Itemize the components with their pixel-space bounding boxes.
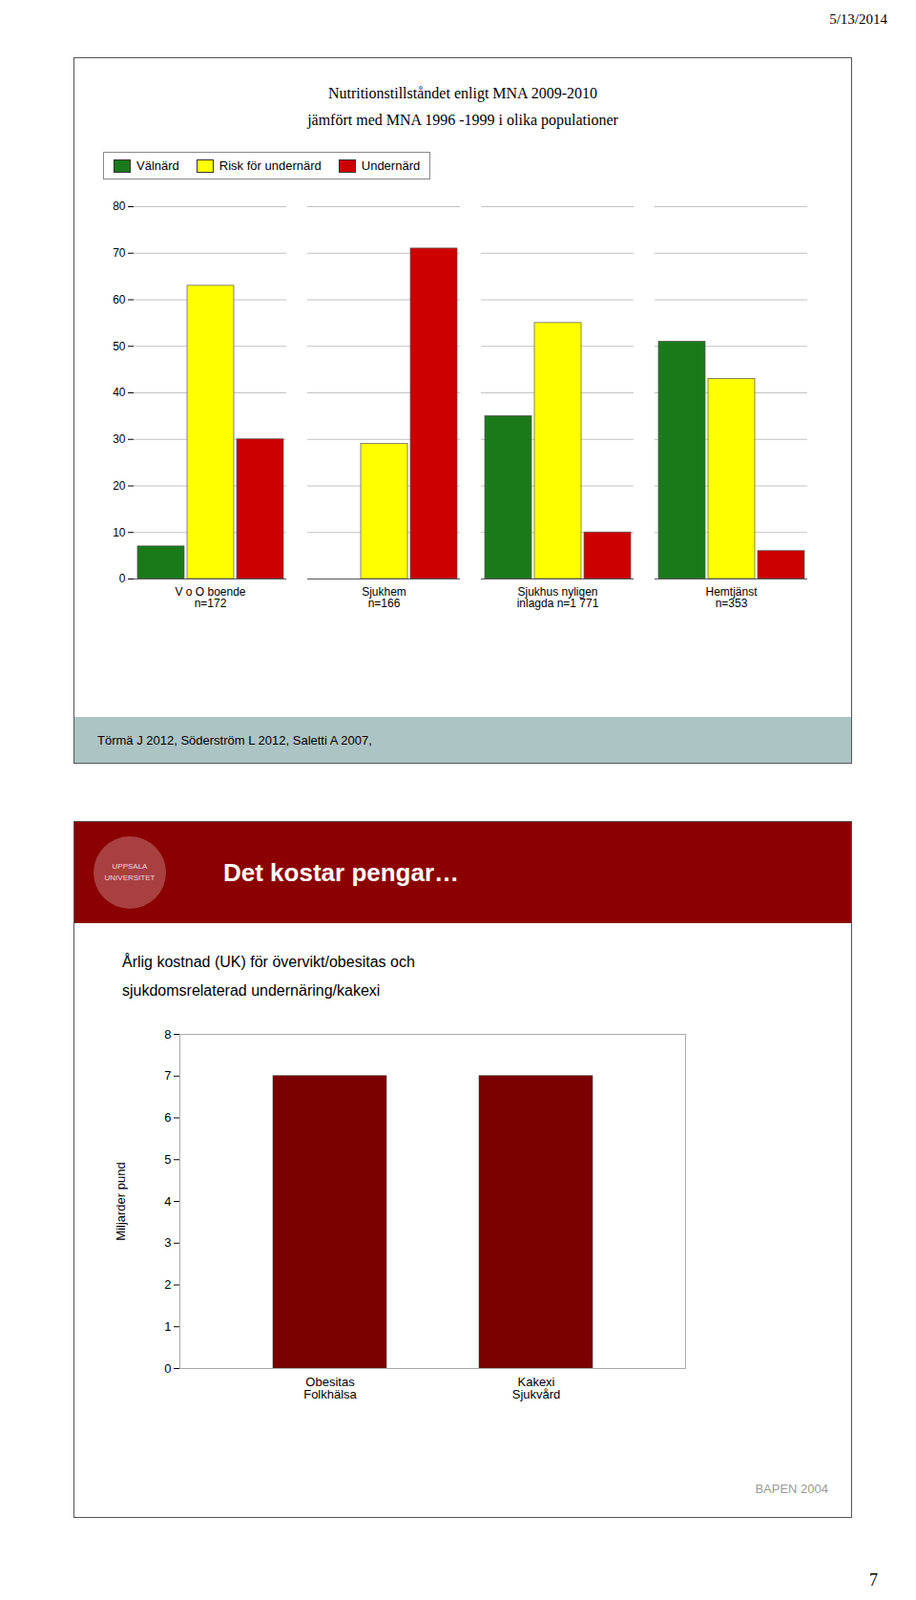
svg-text:Sjukhemn=166: Sjukhemn=166 <box>361 584 407 610</box>
svg-text:80: 80 <box>112 199 126 213</box>
html-text:7: 7 <box>869 1569 878 1589</box>
svg-text:0: 0 <box>119 571 126 585</box>
html-text:UNIVERSITET: UNIVERSITET <box>104 873 156 882</box>
html-text:jämfört med MNA 1996 -1999 i o: jämfört med MNA 1996 -1999 i olika popul… <box>307 111 619 128</box>
svg-text:Miljarder pund: Miljarder pund <box>113 1161 128 1240</box>
svg-text:20: 20 <box>112 478 126 493</box>
svg-text:5: 5 <box>164 1151 171 1166</box>
html-text:BAPEN 2004: BAPEN 2004 <box>755 1480 829 1496</box>
svg-text:3: 3 <box>164 1234 171 1250</box>
svg-text:ObesitasFolkhälsa: ObesitasFolkhälsa <box>303 1374 357 1401</box>
svg-text:10: 10 <box>112 525 126 540</box>
svg-text:6: 6 <box>164 1109 171 1125</box>
html-text:Årlig kostnad (UK) för övervik: Årlig kostnad (UK) för övervikt/obesitas… <box>122 953 415 999</box>
svg-text:70: 70 <box>112 246 126 260</box>
html-text:Törmä J 2012, Söderström L 201: Törmä J 2012, Söderström L 2012, Saletti… <box>97 732 373 747</box>
svg-text:50: 50 <box>112 339 126 354</box>
svg-text:Hemtjänstn=353: Hemtjänstn=353 <box>705 584 758 610</box>
html-text:Undernärd: Undernärd <box>361 158 421 173</box>
svg-text:Sjukhus nyligeninlagda n=1 771: Sjukhus nyligeninlagda n=1 771 <box>517 584 600 610</box>
html-text:Det kostar pengar…: Det kostar pengar… <box>223 857 460 886</box>
svg-text:V o O boenden=172: V o O boenden=172 <box>174 584 246 610</box>
svg-text:1: 1 <box>164 1318 171 1333</box>
svg-text:7: 7 <box>164 1067 171 1083</box>
svg-text:60: 60 <box>112 292 126 307</box>
html-text:UPPSALA: UPPSALA <box>112 861 148 871</box>
svg-text:8: 8 <box>164 1026 171 1041</box>
svg-text:30: 30 <box>112 432 126 446</box>
html-text:Nutritionstillståndet enligt M: Nutritionstillståndet enligt MNA 2009-20… <box>328 84 598 102</box>
svg-text:KakexiSjukvård: KakexiSjukvård <box>512 1374 562 1401</box>
svg-text:40: 40 <box>112 385 126 399</box>
svg-text:0: 0 <box>164 1360 171 1375</box>
html-text:Välnärd: Välnärd <box>136 158 180 173</box>
svg-text:4: 4 <box>164 1193 171 1208</box>
svg-text:2: 2 <box>164 1276 171 1291</box>
html-text:Risk för undernärd: Risk för undernärd <box>219 158 322 173</box>
html-text:5/13/2014: 5/13/2014 <box>829 11 888 27</box>
